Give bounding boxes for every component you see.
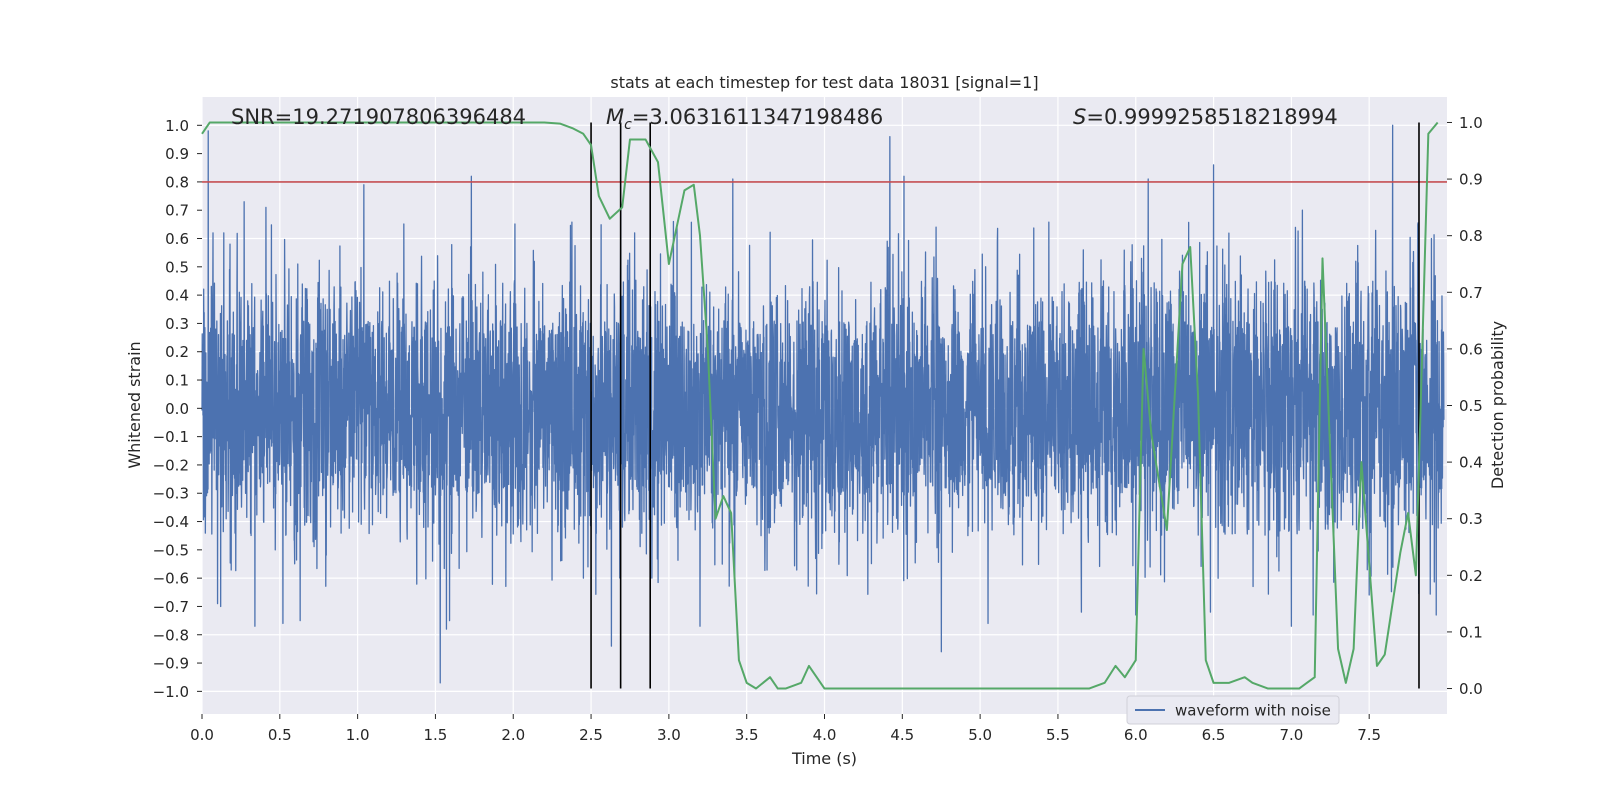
y2-tick-label: 0.0 bbox=[1459, 680, 1483, 698]
x-tick-label: 5.0 bbox=[968, 726, 992, 744]
y-tick-label: 0.0 bbox=[165, 400, 189, 418]
x-tick-label: 1.0 bbox=[346, 726, 370, 744]
probability-line bbox=[201, 121, 1439, 690]
chirp-mass-subscript: c bbox=[624, 117, 632, 133]
y2-tick-label: 0.8 bbox=[1459, 227, 1483, 245]
x-tick-label: 3.0 bbox=[657, 726, 681, 744]
x-tick-label: 2.0 bbox=[501, 726, 525, 744]
x-tick-label: 2.5 bbox=[579, 726, 603, 744]
x-tick-label: 7.5 bbox=[1357, 726, 1381, 744]
y2-tick-label: 0.1 bbox=[1459, 623, 1483, 641]
y2-axis-label: Detection probability bbox=[1488, 321, 1507, 489]
x-tick-label: 7.0 bbox=[1279, 726, 1303, 744]
x-axis-label: Time (s) bbox=[791, 749, 857, 768]
waveform-line bbox=[201, 124, 1445, 684]
y-tick-label: 1.0 bbox=[165, 117, 189, 135]
y-tick-label: −0.4 bbox=[153, 513, 189, 531]
probability-series bbox=[201, 121, 1439, 690]
y2-tick-label: 1.0 bbox=[1459, 114, 1483, 132]
y2-tick-label: 0.2 bbox=[1459, 567, 1483, 585]
chirp-mass-symbol: M bbox=[606, 105, 624, 129]
x-tick-label: 4.5 bbox=[890, 726, 914, 744]
y-tick-label: 0.7 bbox=[165, 202, 189, 220]
y-tick-label: −0.3 bbox=[153, 485, 189, 503]
y-tick-label: 0.4 bbox=[165, 287, 189, 305]
y-tick-label: 0.6 bbox=[165, 230, 189, 248]
y-tick-label: 0.3 bbox=[165, 315, 189, 333]
significance-symbol: S bbox=[1073, 105, 1086, 129]
legend-label: waveform with noise bbox=[1175, 702, 1331, 720]
chirp-mass-annotation: Mc=3.0631611347198486 bbox=[606, 105, 883, 133]
y2-tick-label: 0.9 bbox=[1459, 171, 1483, 189]
y-tick-label: −0.7 bbox=[153, 598, 189, 616]
y-tick-label: −0.8 bbox=[153, 626, 189, 644]
legend-box bbox=[1126, 695, 1340, 725]
y-tick-label: 0.1 bbox=[165, 372, 189, 390]
y-axis-label: Whitened strain bbox=[125, 341, 144, 468]
waveform-series bbox=[201, 124, 1445, 684]
y-tick-label: 0.9 bbox=[165, 145, 189, 163]
y-tick-label: 0.5 bbox=[165, 258, 189, 276]
y-tick-label: 0.8 bbox=[165, 173, 189, 191]
y2-tick-label: 0.4 bbox=[1459, 454, 1483, 472]
x-tick-label: 1.5 bbox=[424, 726, 448, 744]
y-tick-label: −0.1 bbox=[153, 428, 189, 446]
y2-tick-label: 0.7 bbox=[1459, 284, 1483, 302]
y-tick-label: −1.0 bbox=[153, 683, 189, 701]
x-tick-label: 6.5 bbox=[1202, 726, 1226, 744]
y-tick-label: −0.2 bbox=[153, 456, 189, 474]
chart-title: stats at each timestep for test data 180… bbox=[610, 73, 1038, 92]
y-tick-label: −0.9 bbox=[153, 655, 189, 673]
overlay-lines bbox=[202, 122, 1447, 689]
x-tick-label: 3.5 bbox=[735, 726, 759, 744]
y-tick-label: −0.5 bbox=[153, 541, 189, 559]
y2-tick-label: 0.5 bbox=[1459, 397, 1483, 415]
y2-tick-label: 0.3 bbox=[1459, 510, 1483, 528]
x-tick-label: 4.0 bbox=[813, 726, 837, 744]
y-tick-label: 0.2 bbox=[165, 343, 189, 361]
y2-tick-label: 0.6 bbox=[1459, 340, 1483, 358]
x-tick-label: 0.5 bbox=[268, 726, 292, 744]
axes: 0.0 0.5 1.0 1.5 2.0 2.5 3.0 3.5 4.0 4.5 5.0 5.5 6.0 6… bbox=[153, 114, 1483, 744]
x-tick-label: 5.5 bbox=[1046, 726, 1070, 744]
snr-annotation: SNR=19.271907806396484 bbox=[231, 105, 526, 129]
significance-value: =0.9999258518218994 bbox=[1086, 105, 1337, 129]
legend: waveform with noise bbox=[1126, 695, 1340, 725]
chirp-mass-value: =3.0631611347198486 bbox=[632, 105, 883, 129]
x-tick-label: 0.0 bbox=[190, 726, 214, 744]
x-tick-label: 6.0 bbox=[1124, 726, 1148, 744]
y-tick-label: −0.6 bbox=[153, 570, 189, 588]
significance-annotation: S=0.9999258518218994 bbox=[1073, 105, 1338, 129]
